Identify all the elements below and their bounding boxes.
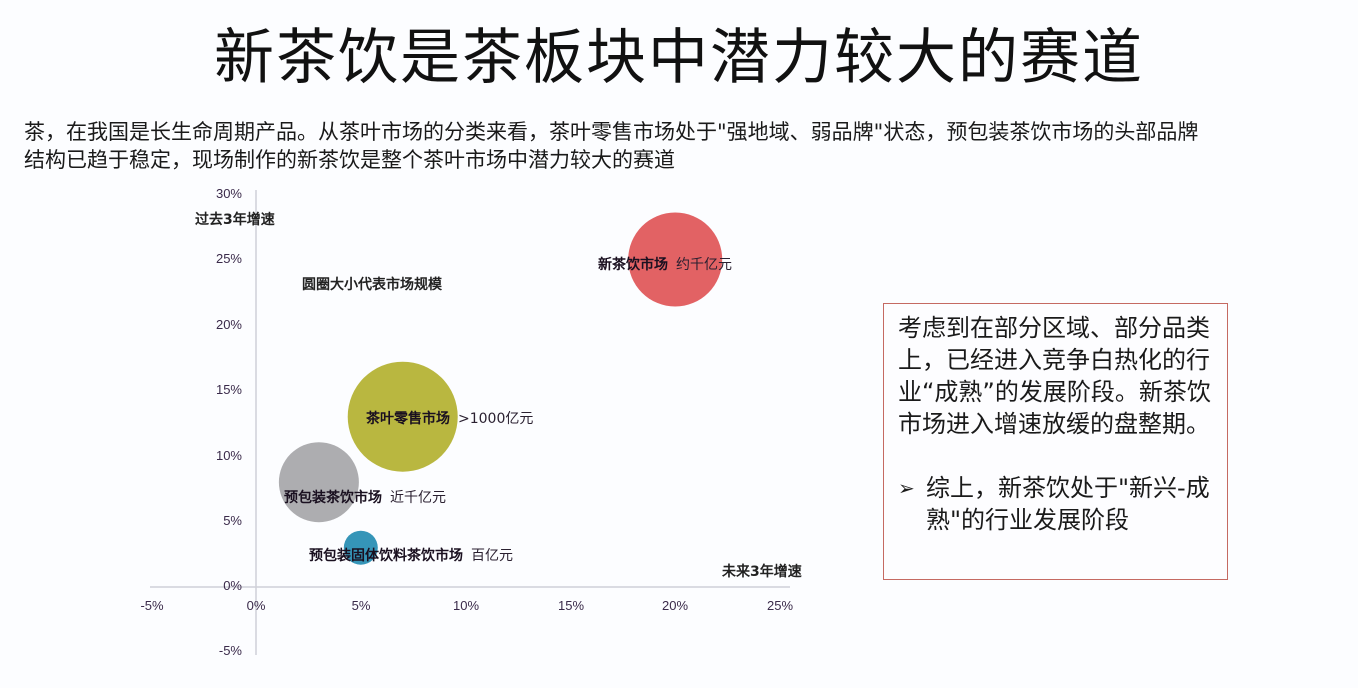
- arrow-bullet-icon: ➢: [898, 476, 915, 500]
- y-tick: -5%: [218, 643, 242, 658]
- y-tick: 10%: [215, 448, 242, 463]
- bubble-name: 预包装固体饮料茶饮市场: [309, 548, 463, 564]
- bubble-value: >1000亿元: [458, 411, 534, 427]
- intro-paragraph: 茶，在我国是长生命周期产品。从茶叶市场的分类来看，茶叶零售市场处于"强地域、弱品…: [24, 120, 1199, 172]
- bubble: [278, 442, 359, 523]
- size-legend-note: 圆圈大小代表市场规模: [302, 277, 442, 293]
- conclusion-bullet-text: 综上，新茶饮处于"新兴-成熟"的行业发展阶段: [926, 474, 1210, 534]
- bubble-label-solid-drink-tea: 预包装固体饮料茶饮市场 百亿元: [309, 545, 513, 565]
- y-tick: 30%: [215, 186, 242, 201]
- x-axis-title: 未来3年增速: [722, 564, 802, 580]
- x-tick: 0%: [246, 598, 266, 613]
- y-tick: 0%: [223, 578, 242, 593]
- bubble-value: 约千亿元: [676, 257, 732, 273]
- conclusion-bullet: ➢ 综上，新茶饮处于"新兴-成熟"的行业发展阶段: [898, 472, 1213, 536]
- bubble-label-new-tea: 新茶饮市场 约千亿元: [598, 254, 732, 274]
- x-tick: 5%: [351, 598, 371, 613]
- bubble-name: 预包装茶饮市场: [284, 490, 382, 506]
- page-title: 新茶饮是茶板块中潜力较大的赛道: [214, 23, 1144, 93]
- y-tick: 20%: [215, 317, 242, 332]
- bubble-name: 新茶饮市场: [598, 257, 668, 273]
- bubble: [347, 361, 458, 472]
- y-tick: 25%: [215, 251, 242, 266]
- bubble-layer: [278, 212, 723, 565]
- bubble-value: 百亿元: [471, 548, 513, 564]
- conclusion-box: 考虑到在部分区域、部分品类上，已经进入竞争白热化的行业“成熟”的发展阶段。新茶饮…: [883, 303, 1228, 580]
- x-tick: 20%: [661, 598, 689, 613]
- bubble-value: 近千亿元: [390, 490, 446, 506]
- x-tick: 10%: [452, 598, 480, 613]
- x-tick: -5%: [140, 598, 164, 613]
- chart-canvas: [150, 190, 790, 655]
- bubble: [343, 530, 378, 565]
- bubble: [628, 212, 723, 307]
- x-tick: 25%: [766, 598, 794, 613]
- y-tick: 15%: [215, 382, 242, 397]
- bubble-chart: 30% 25% 20% 15% 10% 5% 0% -5% -5% 0% 5% …: [140, 186, 802, 658]
- x-tick: 15%: [557, 598, 585, 613]
- conclusion-paragraph: 考虑到在部分区域、部分品类上，已经进入竞争白热化的行业“成熟”的发展阶段。新茶饮…: [898, 314, 1211, 438]
- y-tick: 5%: [223, 513, 242, 528]
- y-axis-title: 过去3年增速: [195, 212, 275, 228]
- bubble-label-tea-retail: 茶叶零售市场 >1000亿元: [366, 408, 533, 428]
- bubble-name: 茶叶零售市场: [366, 411, 450, 427]
- bubble-label-prepackaged-tea: 预包装茶饮市场 近千亿元: [284, 487, 446, 507]
